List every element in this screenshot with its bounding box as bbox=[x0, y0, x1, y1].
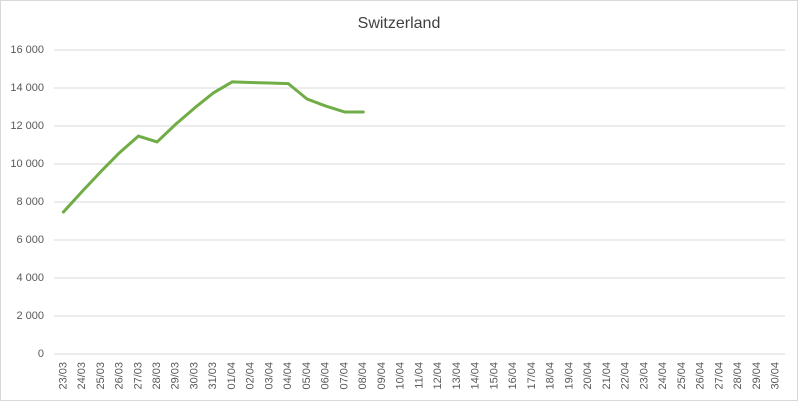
x-tick-label: 30/03 bbox=[188, 362, 200, 390]
x-tick-label: 26/03 bbox=[114, 362, 126, 390]
x-tick-label: 26/04 bbox=[695, 362, 707, 390]
y-tick-label: 10 000 bbox=[10, 158, 44, 170]
x-tick-label: 24/04 bbox=[657, 362, 669, 390]
x-tick-label: 22/04 bbox=[620, 362, 632, 390]
x-tick-label: 23/04 bbox=[638, 362, 650, 390]
y-tick-label: 0 bbox=[38, 348, 44, 360]
x-tick-label: 24/03 bbox=[76, 362, 88, 390]
x-tick-label: 28/04 bbox=[732, 362, 744, 390]
y-tick-label: 8 000 bbox=[16, 196, 44, 208]
y-tick-label: 16 000 bbox=[10, 44, 44, 56]
x-tick-label: 27/04 bbox=[713, 362, 725, 390]
y-tick-label: 4 000 bbox=[16, 272, 44, 284]
x-tick-label: 03/04 bbox=[263, 362, 275, 390]
x-tick-label: 04/04 bbox=[282, 362, 294, 390]
x-tick-label: 01/04 bbox=[226, 362, 238, 390]
data-line bbox=[61, 80, 365, 214]
x-tick-label: 25/03 bbox=[95, 362, 107, 390]
x-tick-label: 14/04 bbox=[470, 362, 482, 390]
x-tick-label: 29/04 bbox=[751, 362, 763, 390]
x-tick-label: 15/04 bbox=[488, 362, 500, 390]
y-tick-label: 2 000 bbox=[16, 310, 44, 322]
x-tick-label: 21/04 bbox=[601, 362, 613, 390]
x-tick-label: 02/04 bbox=[245, 362, 257, 390]
x-tick-label: 09/04 bbox=[376, 362, 388, 390]
x-tick-label: 31/03 bbox=[207, 362, 219, 390]
x-tick-label: 23/03 bbox=[57, 362, 69, 390]
y-tick-label: 6 000 bbox=[16, 234, 44, 246]
x-tick-label: 13/04 bbox=[451, 362, 463, 390]
x-tick-label: 07/04 bbox=[338, 362, 350, 390]
x-tick-label: 06/04 bbox=[320, 362, 332, 390]
y-tick-label: 12 000 bbox=[10, 120, 44, 132]
y-tick-label: 14 000 bbox=[10, 82, 44, 94]
x-tick-label: 17/04 bbox=[526, 362, 538, 390]
x-tick-label: 16/04 bbox=[507, 362, 519, 390]
x-tick-label: 25/04 bbox=[676, 362, 688, 390]
x-tick-label: 29/03 bbox=[170, 362, 182, 390]
x-tick-label: 30/04 bbox=[770, 362, 782, 390]
x-tick-label: 20/04 bbox=[582, 362, 594, 390]
x-tick-label: 19/04 bbox=[563, 362, 575, 390]
x-tick-label: 27/03 bbox=[132, 362, 144, 390]
x-tick-label: 11/04 bbox=[413, 362, 425, 389]
x-tick-label: 18/04 bbox=[545, 362, 557, 390]
x-tick-label: 12/04 bbox=[432, 362, 444, 390]
x-tick-label: 10/04 bbox=[395, 362, 407, 390]
x-tick-label: 08/04 bbox=[357, 362, 369, 390]
chart-title: Switzerland bbox=[358, 15, 441, 32]
x-tick-label: 28/03 bbox=[151, 362, 163, 390]
x-tick-label: 05/04 bbox=[301, 362, 313, 390]
